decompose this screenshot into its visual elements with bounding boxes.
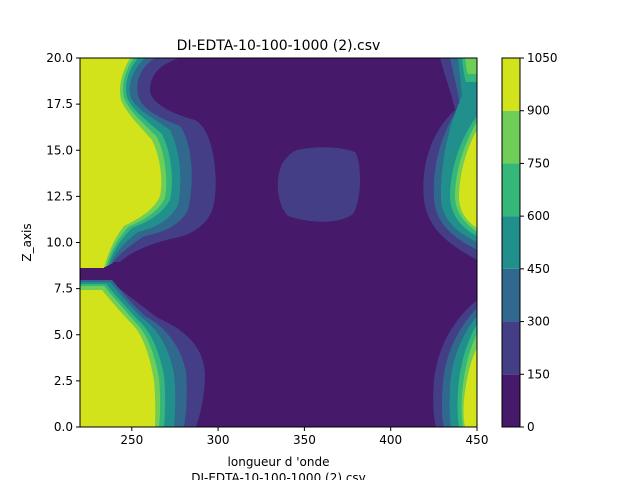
colorbar-tick-label: 450	[527, 262, 550, 276]
colorbar-segment	[502, 58, 520, 111]
colorbar-tick-label: 1050	[527, 51, 558, 65]
y-tick-label: 17.5	[46, 97, 73, 111]
colorbar-segment	[502, 163, 520, 217]
contour-band-center-150-300	[277, 147, 361, 222]
contour-field	[80, 58, 477, 427]
y-tick-label: 15.0	[46, 143, 73, 157]
colorbar-tick-label: 600	[527, 209, 550, 223]
y-tick-label: 0.0	[54, 420, 73, 434]
colorbar-segment	[502, 268, 520, 322]
y-tick-label: 2.5	[54, 374, 73, 388]
y-axis-label: Z_axis	[20, 223, 34, 261]
x-axis-secondary-label: DI-EDTA-10-100-1000 (2).csv	[191, 471, 366, 480]
y-tick-label: 10.0	[46, 236, 73, 250]
colorbar-frame	[501, 57, 521, 428]
colorbar-tick-label: 0	[527, 420, 535, 434]
colorbar-tick-label: 300	[527, 315, 550, 329]
y-tick-label: 12.5	[46, 189, 73, 203]
y-tick-label: 7.5	[54, 282, 73, 296]
y-tick-label: 5.0	[54, 328, 73, 342]
x-tick-label: 450	[466, 433, 489, 447]
x-tick-label: 400	[379, 433, 402, 447]
contour-band-left-900-1050	[80, 58, 162, 427]
colorbar-segment	[502, 374, 520, 427]
x-tick-label: 350	[293, 433, 316, 447]
y-tick-label: 20.0	[46, 51, 73, 65]
x-tick-label: 250	[120, 433, 143, 447]
colorbar-segment	[502, 216, 520, 269]
chart-title: DI-EDTA-10-100-1000 (2).csv	[177, 38, 381, 54]
x-axis-label: longueur d 'onde	[228, 455, 330, 469]
colorbar-segment	[502, 110, 520, 164]
colorbar-segment	[502, 321, 520, 375]
colorbar-tick-label: 150	[527, 367, 550, 381]
y-axis: 0.0 2.5 5.0 7.5 10.0 12.5 15.0 17.5 20.0	[46, 51, 80, 434]
colorbar-tick-label: 750	[527, 156, 550, 170]
colorbar: 0 150 300 450 600 750 900 1050	[501, 51, 558, 434]
contour-band-right-900-1050	[459, 130, 477, 427]
colorbar-tick-label: 900	[527, 104, 550, 118]
x-tick-label: 300	[207, 433, 230, 447]
x-axis: 250 300 350 400 450	[120, 427, 488, 447]
